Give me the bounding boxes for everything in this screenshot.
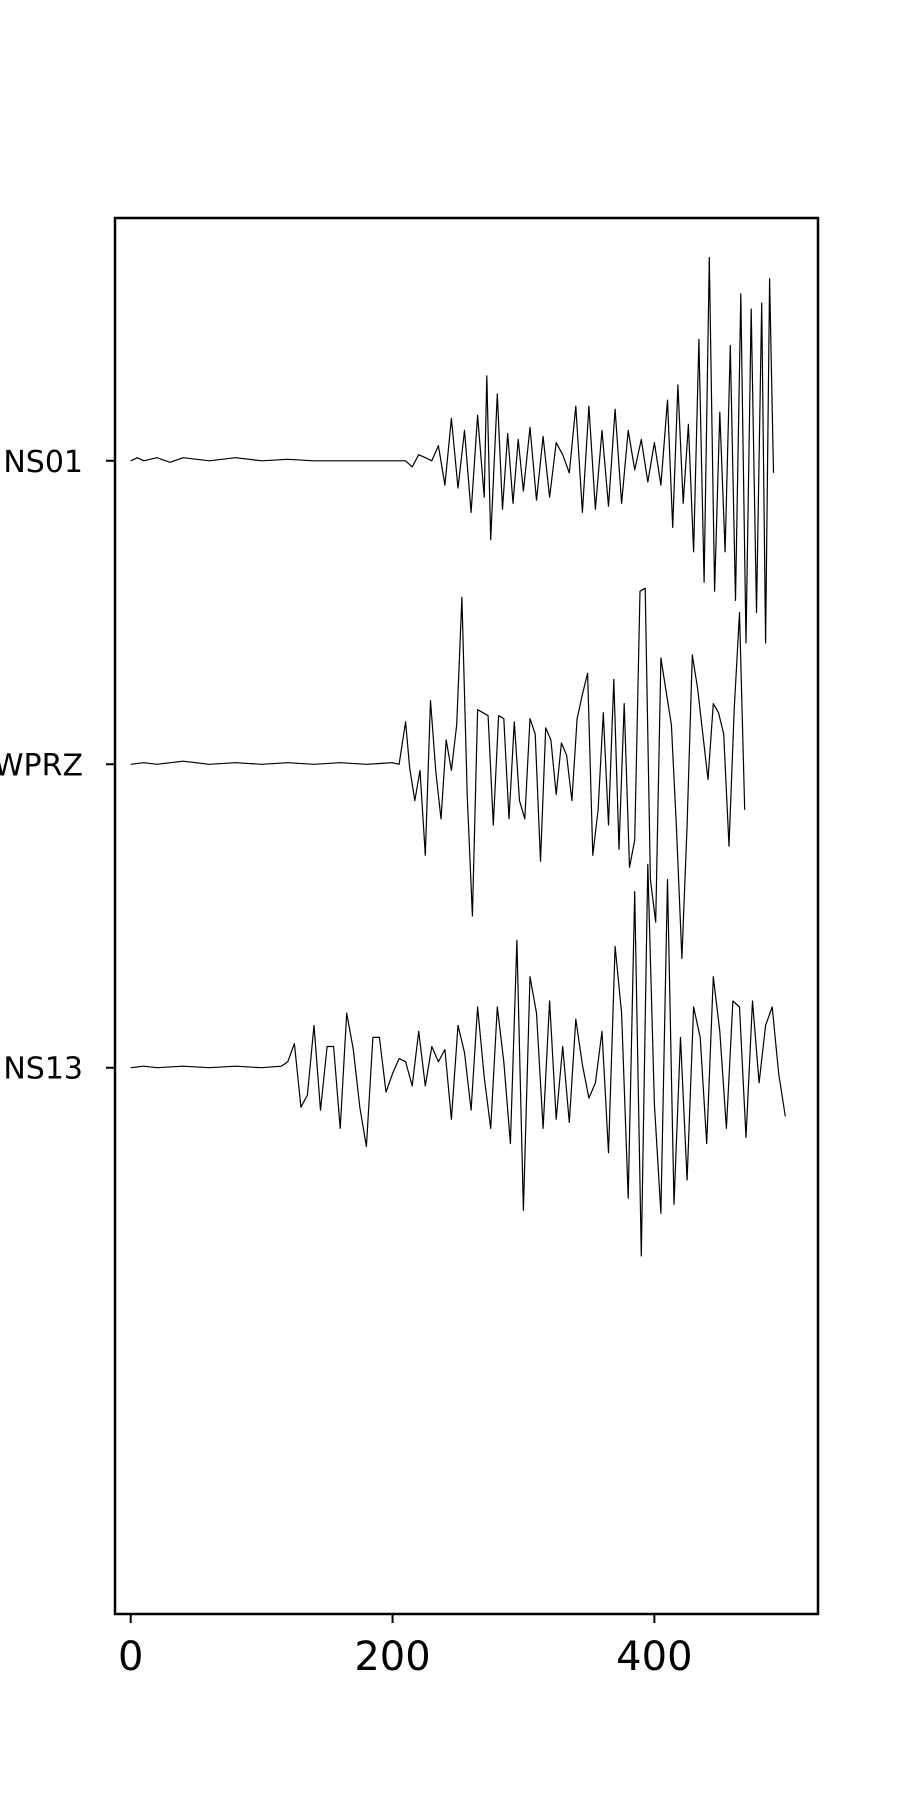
y-tick-label-station: WPRZ <box>0 748 83 783</box>
waveform-trace-ns13 <box>130 863 786 1257</box>
waveform-trace-ns01 <box>130 256 775 644</box>
x-tick-label: 400 <box>616 1634 692 1680</box>
trace-layer <box>130 256 786 1257</box>
y-axis: NS01 WPRZ NS13 <box>0 445 115 1087</box>
x-tick-label: 200 <box>354 1634 430 1680</box>
y-tick-label-station: NS01 <box>3 445 83 480</box>
axes-frame <box>113 216 820 1616</box>
x-axis: 0 200 400 <box>118 1614 693 1680</box>
y-tick-label-station: NS13 <box>3 1052 83 1087</box>
waveform-trace-wprz <box>130 587 746 960</box>
x-tick-label: 0 <box>118 1634 143 1680</box>
